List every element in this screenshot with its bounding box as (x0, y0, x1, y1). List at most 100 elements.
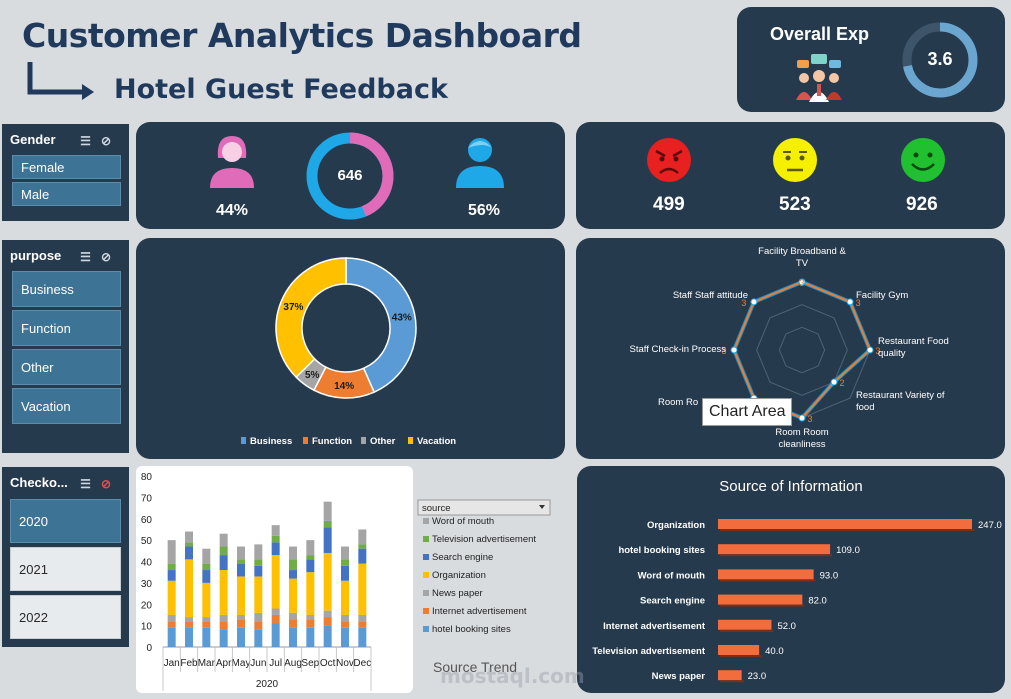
stacked-bar-segment (306, 572, 315, 615)
legend-marker (423, 554, 429, 560)
stacked-bar-segment (358, 627, 367, 647)
stacked-bar-segment (358, 614, 367, 622)
horizontal-bar (718, 645, 760, 655)
horizontal-bar (718, 544, 831, 555)
slicer-item-other[interactable]: Other (12, 349, 121, 385)
stacked-bar-segment (237, 619, 245, 628)
radar-axis-label: Facility Gym (856, 290, 908, 301)
legend-marker-business (241, 437, 246, 444)
slicer-item-business[interactable]: Business (12, 271, 121, 307)
radar-grid-ring (756, 304, 848, 396)
stacked-bar-segment (306, 627, 315, 647)
radar-data-label: 3 (856, 298, 861, 308)
stacked-bar-segment (341, 580, 349, 615)
stacked-bar-segment (289, 546, 297, 560)
bar-data-label: 93.0 (820, 570, 839, 581)
doughnut-slice-vacation (275, 257, 347, 379)
sentiment-panel: 499 523 926 (576, 122, 1005, 229)
radar-point (846, 298, 854, 306)
x-tick-label: Mar (198, 658, 216, 669)
horizontal-bar (718, 670, 742, 681)
y-tick-label: 30 (141, 579, 153, 590)
happy-face-icon (901, 138, 945, 182)
multi-select-icon[interactable]: ☰ (80, 250, 101, 264)
slicer-item-2022[interactable]: 2022 (10, 595, 121, 639)
stacked-bar-segment (358, 529, 367, 545)
slicer-item-2021[interactable]: 2021 (10, 547, 121, 591)
stacked-bar-segment (271, 535, 280, 543)
doughnut-data-label: 37% (283, 302, 303, 313)
legend-marker (423, 608, 429, 614)
clear-filter-icon[interactable]: ⊘ (100, 134, 121, 148)
female-percentage: 44% (216, 202, 249, 219)
slicer-item-vacation[interactable]: Vacation (12, 388, 121, 424)
clear-filter-icon[interactable]: ⊘ (100, 250, 121, 264)
x-tick-label: Feb (180, 658, 198, 669)
checkout-slicer: Checko... ☰⊘ 2020 2021 2022 (2, 467, 129, 647)
legend-label-other: Other (370, 436, 396, 447)
stacked-bar-segment (237, 559, 245, 564)
radar-data-label: 3 (741, 298, 746, 308)
slicer-item-female[interactable]: Female (12, 155, 121, 179)
chart-title: Source Trend (433, 659, 517, 675)
doughnut-slice-business (345, 257, 417, 394)
stacked-bar-segment (237, 627, 245, 647)
stacked-bar-segment (358, 563, 367, 615)
stacked-bar-segment (202, 570, 211, 583)
stacked-bar-segment (341, 546, 349, 560)
stacked-bar-segment (323, 520, 332, 528)
female-icon (210, 136, 254, 188)
watermark: mostaql.com (440, 664, 585, 688)
stacked-bar-segment (219, 546, 228, 556)
multi-select-icon[interactable]: ☰ (80, 477, 101, 491)
stacked-bar-segment (341, 621, 349, 628)
horizontal-bar-shadow (720, 579, 816, 582)
stacked-bar-segment (185, 621, 193, 628)
dashboard-subtitle: Hotel Guest Feedback (114, 74, 448, 105)
legend-label: Search engine (432, 552, 493, 563)
slicer-item-2020[interactable]: 2020 (10, 499, 121, 543)
horizontal-bar-shadow (720, 680, 744, 683)
y-tick-label: 60 (141, 515, 153, 526)
y-tick-label: 10 (141, 622, 153, 633)
radar-point (730, 346, 738, 354)
multi-select-icon[interactable]: ☰ (80, 134, 101, 148)
radar-data-label: 3 (875, 346, 880, 356)
x-tick-label: Dec (353, 658, 371, 669)
horizontal-bar (718, 619, 772, 630)
stacked-bar-segment (219, 570, 228, 615)
stacked-bar-segment (254, 612, 263, 622)
radar-axis-label: food (856, 402, 875, 413)
stacked-bar-segment (358, 544, 367, 549)
purpose-slicer-title: purpose (10, 248, 62, 263)
stacked-bar-segment (185, 617, 193, 622)
bar-data-label: 109.0 (836, 545, 860, 556)
y-tick-label: 80 (141, 472, 153, 483)
stacked-bar-segment (289, 627, 297, 647)
slicer-item-male[interactable]: Male (12, 182, 121, 206)
bar-data-label: 82.0 (808, 596, 827, 607)
stacked-bar-segment (306, 540, 315, 556)
legend-marker-function (303, 437, 308, 444)
radar-chart-panel: 3 3 3 2 3 3 3 Facility Broadband & TV Facility Gy… (576, 238, 1005, 459)
stacked-bar-segment (323, 625, 332, 647)
stacked-bar-segment (202, 621, 211, 628)
radar-axis-label: Staff Staff attitude (673, 290, 748, 301)
neutral-count: 523 (779, 194, 811, 215)
radar-axis-label: Room Ro (658, 397, 698, 408)
slicer-item-function[interactable]: Function (12, 310, 121, 346)
checkout-slicer-title: Checko... (10, 475, 68, 490)
stacked-bar-segment (306, 555, 315, 560)
stacked-bar-segment (254, 565, 263, 577)
clear-filter-icon[interactable]: ⊘ (100, 477, 121, 491)
x-tick-label: Aug (284, 658, 302, 669)
stacked-bar-segment (306, 614, 315, 620)
stacked-bar-segment (323, 501, 332, 521)
stacked-bar-segment (341, 614, 349, 622)
stacked-bar-segment (271, 608, 280, 615)
overall-score-value: 3.6 (927, 49, 953, 69)
stacked-bar-segment (219, 621, 228, 630)
radar-axis-label: Restaurant Food (878, 336, 949, 347)
positive-count: 926 (906, 194, 938, 215)
people-icon (796, 54, 842, 102)
